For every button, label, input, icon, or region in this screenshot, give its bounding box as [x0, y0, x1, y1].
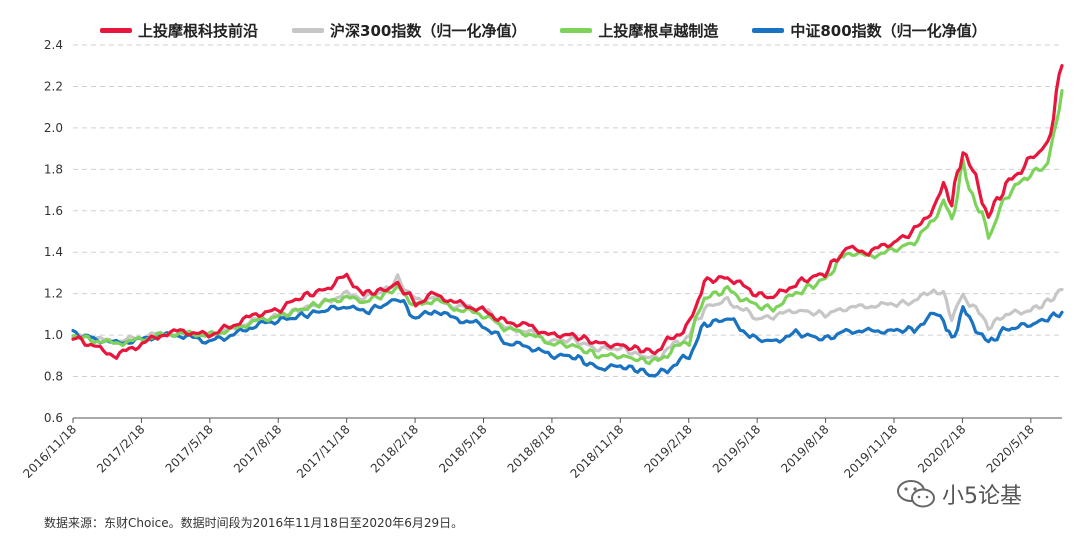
legend-item: 沪深300指数（归一化净值）: [292, 20, 526, 41]
y-tick-label: 2.0: [44, 121, 63, 135]
y-tick-label: 2.2: [44, 79, 63, 93]
series-line: [71, 89, 1064, 366]
legend-item: 中证800指数（归一化净值）: [752, 20, 987, 41]
x-axis: 2016/11/18 2017/2/18 2017/5/18 2017/8/18 201…: [20, 417, 1062, 481]
legend-label: 中证800指数（归一化净值）: [790, 21, 987, 40]
legend-label: 上投摩根科技前沿: [138, 21, 259, 40]
x-tick-label: 2018/2/18: [368, 422, 421, 475]
y-tick-label: 1.8: [44, 162, 63, 176]
wechat-icon: [897, 480, 935, 508]
x-tick-label: 2019/5/18: [710, 422, 763, 475]
x-tick-label: 2017/11/18: [294, 422, 353, 481]
grid-lines: [73, 44, 1062, 378]
x-tick-label: 2017/2/18: [94, 422, 147, 475]
legend-item: 上投摩根科技前沿: [100, 20, 258, 41]
legend-swatch: [752, 27, 785, 33]
x-tick-label: 2018/8/18: [505, 422, 558, 475]
watermark: 小5论基: [896, 478, 1022, 510]
legend-swatch: [292, 27, 325, 33]
x-tick-label: 2019/8/18: [778, 422, 831, 475]
y-tick-label: 1.2: [44, 287, 63, 301]
y-tick-label: 1.6: [44, 204, 63, 218]
x-tick-label: 2018/5/18: [436, 422, 489, 475]
y-tick-label: 1.0: [44, 328, 63, 342]
legend-swatch: [560, 27, 593, 33]
footnote: 数据来源：东财Choice。数据时间段为2016年11月18日至2020年6月2…: [44, 516, 464, 530]
y-tick-label: 0.8: [44, 370, 63, 384]
series-line: [71, 64, 1064, 360]
x-tick-label: 2019/11/18: [841, 422, 900, 481]
series-line: [71, 298, 1064, 378]
x-tick-label: 2016/11/18: [20, 422, 79, 481]
y-tick-label: 1.4: [44, 245, 63, 259]
y-axis-ticks: 0.6 0.8 1.0 1.2 1.4 1.6 1.8 2.0 2.2 2.4: [44, 38, 63, 425]
x-tick-label: 2019/2/18: [641, 422, 694, 475]
legend-swatch: [100, 27, 132, 33]
x-tick-label: 2017/5/18: [163, 422, 216, 475]
y-tick-label: 2.4: [44, 38, 63, 52]
legend: 上投摩根科技前沿 沪深300指数（归一化净值） 上投摩根卓越制造 中证800指数（归一…: [100, 18, 1021, 42]
watermark-text: 小5论基: [942, 484, 1022, 509]
x-tick-label: 2020/5/18: [984, 422, 1037, 475]
x-tick-label: 2020/2/18: [915, 422, 968, 475]
legend-item: 上投摩根卓越制造: [560, 20, 718, 41]
legend-label: 沪深300指数（归一化净值）: [330, 21, 527, 40]
series-layer: [71, 64, 1064, 378]
legend-label: 上投摩根卓越制造: [598, 21, 719, 40]
x-tick-label: 2018/11/18: [568, 422, 627, 481]
y-tick-label: 0.6: [44, 411, 63, 425]
x-tick-label: 2017/8/18: [231, 422, 284, 475]
